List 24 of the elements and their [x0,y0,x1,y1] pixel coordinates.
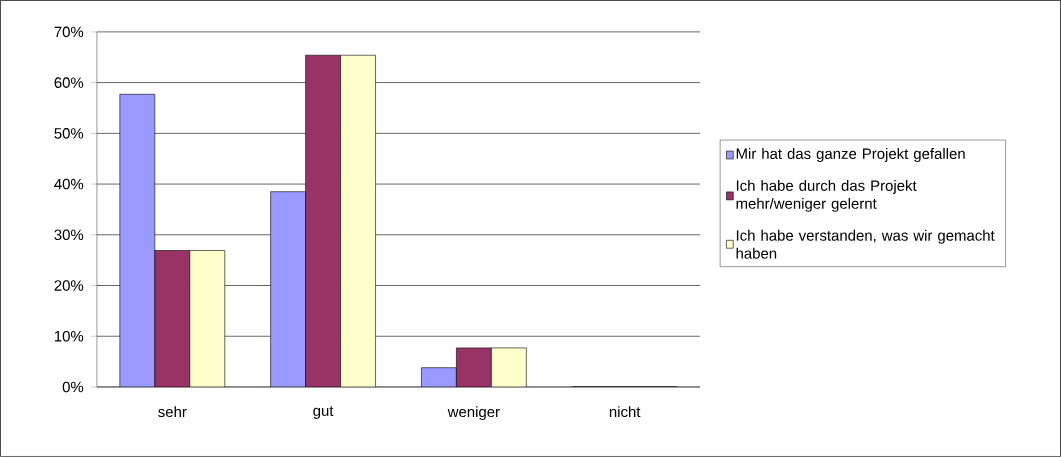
x-tick-label: nicht [609,406,641,418]
y-tick-label: 60% [54,77,84,88]
bar [154,250,191,388]
legend-label: Ich habe verstanden, was wir gemacht haben [736,229,995,259]
x-tick-label: weniger [447,406,500,421]
y-tick-label: 50% [54,128,84,139]
y-tick-label: 10% [54,331,84,342]
bar [119,94,156,388]
bar [305,55,341,388]
bar [189,250,226,388]
y-tick-label: 30% [54,229,84,241]
bar [340,55,376,388]
bar [491,347,527,388]
legend-label: Ich habe durch das Projekt mehr/weniger gelernt [736,180,917,212]
bar [421,367,457,388]
y-tick-label: 40% [54,178,84,190]
x-tick-label: gut [313,406,334,419]
legend-label: Mir hat das ganze Projekt gefallen [736,148,965,163]
bar [270,191,306,388]
y-tick-label: 0% [62,381,84,393]
y-tick-label: 70% [54,26,84,38]
y-tick-label: 20% [54,280,84,291]
bar [456,347,492,388]
x-tick-label: sehr [158,406,187,418]
